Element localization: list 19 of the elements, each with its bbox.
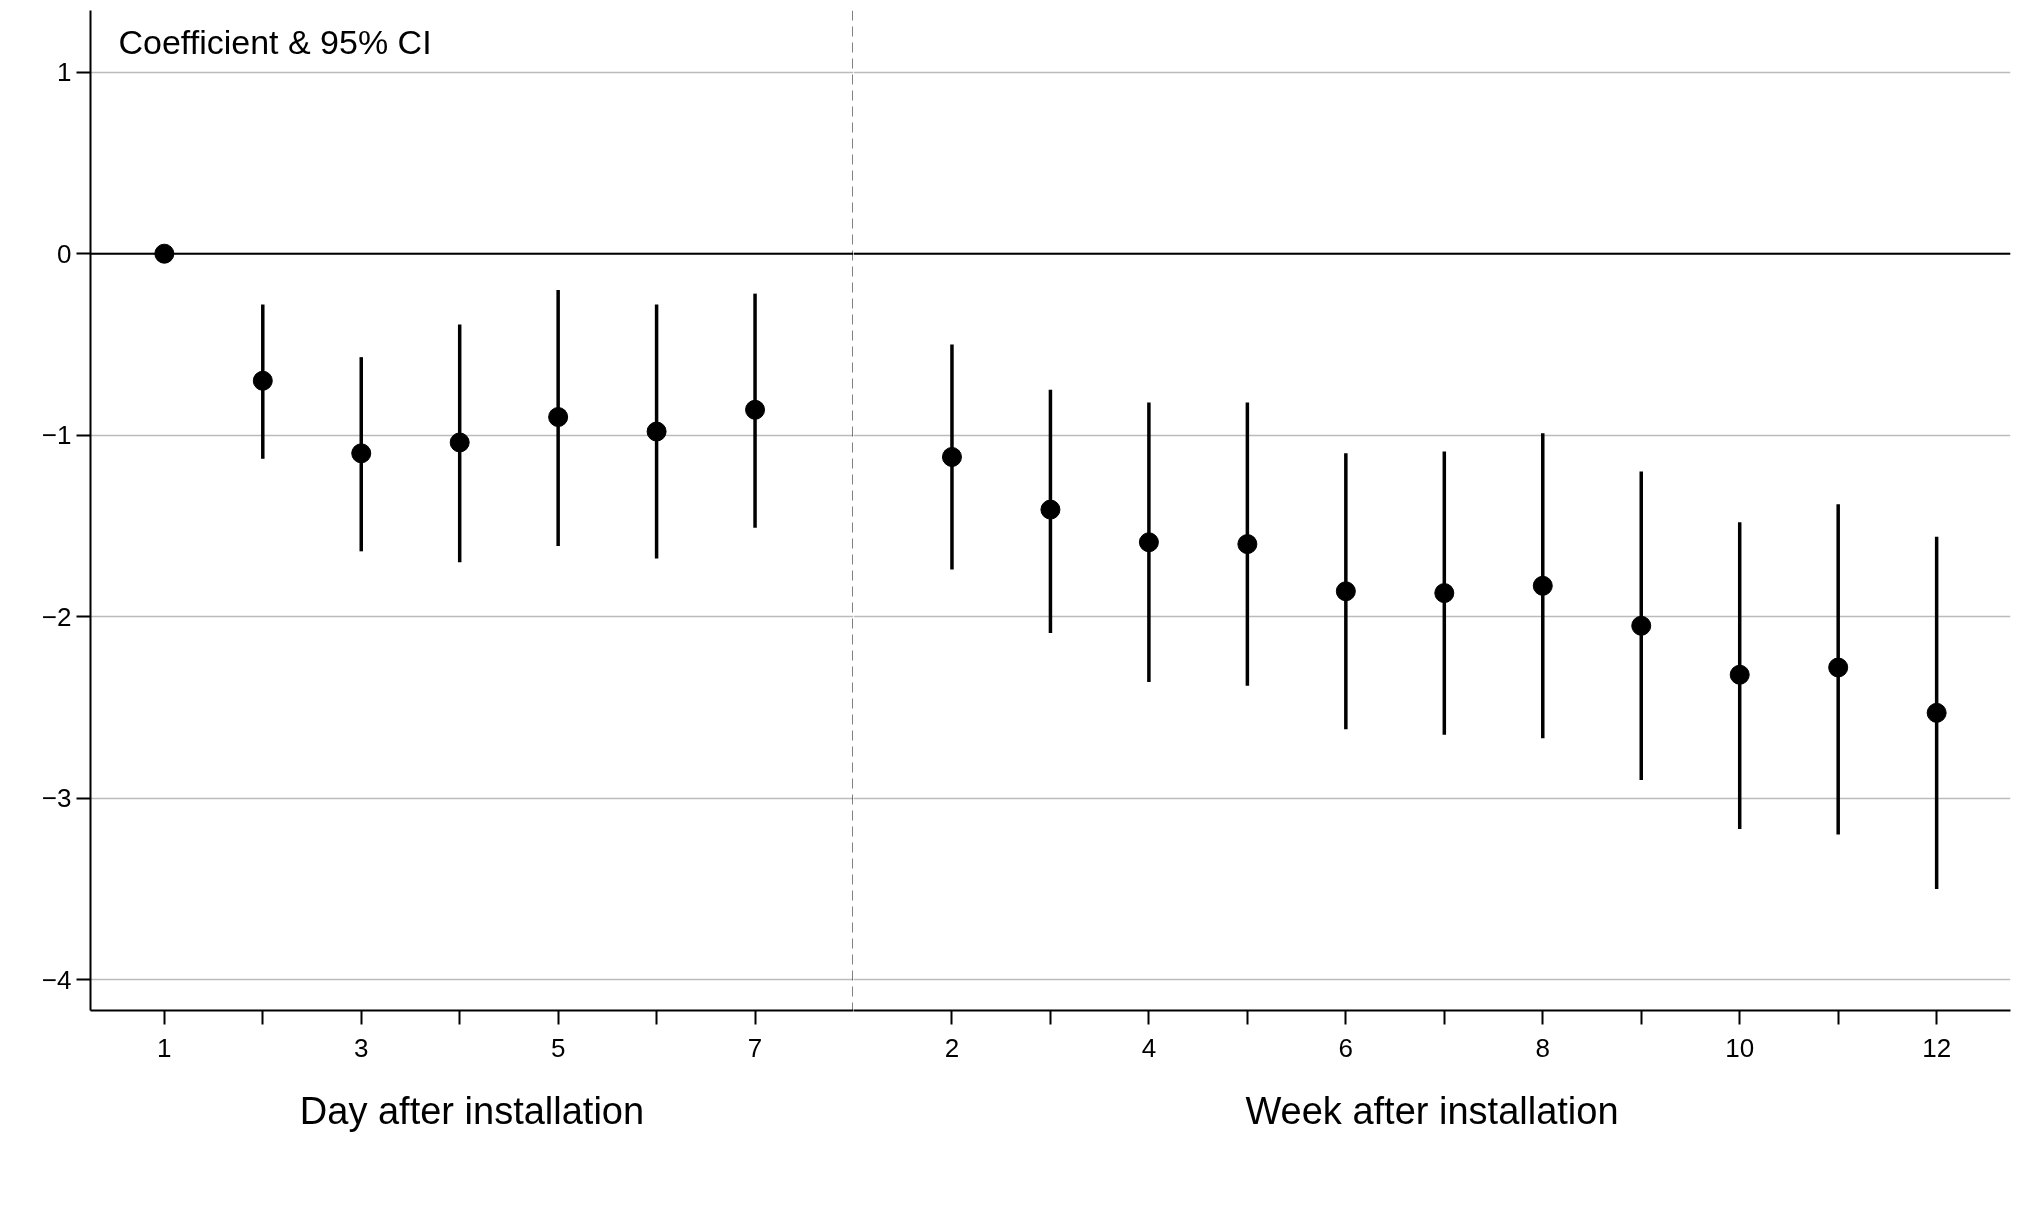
x-tick-label: 8 xyxy=(1535,1032,1551,1063)
x-tick-label: 3 xyxy=(354,1032,369,1063)
x-tick-label: 10 xyxy=(1725,1032,1755,1063)
x-tick-label: 1 xyxy=(157,1032,172,1063)
y-tick-label: −1 xyxy=(41,420,72,451)
x-tick-label: 12 xyxy=(1922,1032,1952,1063)
x-axis-title: Day after installation xyxy=(299,1089,645,1132)
x-axis-title: Week after installation xyxy=(1245,1089,1619,1132)
y-tick-label: 1 xyxy=(57,57,72,88)
x-tick-label: 4 xyxy=(1141,1032,1157,1063)
x-tick-label: 5 xyxy=(550,1032,566,1063)
x-tick-label: 6 xyxy=(1338,1032,1354,1063)
x-tick-label: 7 xyxy=(747,1032,763,1063)
y-axis-title: Coefficient & 95% CI xyxy=(118,22,432,61)
x-tick-label: 2 xyxy=(944,1032,960,1063)
y-tick-label: −3 xyxy=(41,783,72,814)
y-tick-label: −2 xyxy=(41,601,72,632)
y-tick-label: 0 xyxy=(57,238,72,269)
y-tick-label: −4 xyxy=(41,964,72,995)
